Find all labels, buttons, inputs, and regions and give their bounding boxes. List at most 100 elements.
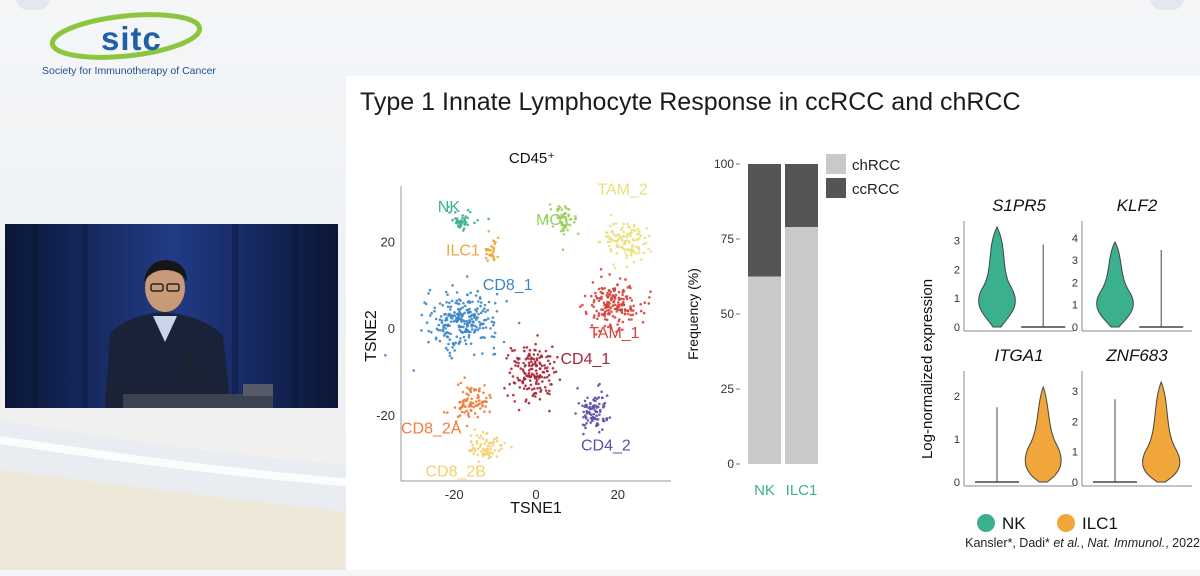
bar-legend: chRCC ccRCC xyxy=(826,154,901,198)
violin-y-tick: 2 xyxy=(954,391,960,403)
bar-x-tick-ilc1: ILC1 xyxy=(786,482,818,499)
cluster-label-tam-1: TAM_1 xyxy=(589,325,639,342)
violin-y-tick: 0 xyxy=(954,477,960,489)
bar-nk-ccrcc xyxy=(748,164,781,277)
window-control-right[interactable] xyxy=(1150,0,1184,10)
legend-label-ccrcc: ccRCC xyxy=(852,181,900,198)
violin-panels: S1PR5 0 1 2 3 KLF2 0 1 2 3 4 ITGA1 0 1 2 ZNF683 0 1 2 3 xyxy=(954,196,1192,489)
tsne-points xyxy=(384,203,653,464)
tsne-y-label: TSNE2 xyxy=(363,310,380,362)
gene-title-znf683: ZNF683 xyxy=(1105,346,1168,365)
violin-panel-znf683: ZNF683 0 1 2 3 xyxy=(1072,346,1192,489)
tsne-x-label: TSNE1 xyxy=(510,500,562,517)
sitc-logo: sitc Society for Immunotherapy of Cancer xyxy=(38,8,228,78)
tsne-x-tick: 0 xyxy=(532,487,539,502)
violin-plots: Log-normalized expression S1PR5 0 1 2 3 KLF2 0… xyxy=(919,196,1192,533)
logo-wordmark: sitc xyxy=(101,20,162,57)
violin-legend: NK ILC1 xyxy=(977,514,1118,533)
bar-y-tick: 0 xyxy=(727,457,734,471)
tsne-x-tick: -20 xyxy=(445,487,464,502)
cluster-tam-1 xyxy=(579,268,652,336)
violin-y-tick: 2 xyxy=(954,264,960,276)
gene-title-klf2: KLF2 xyxy=(1117,196,1158,215)
citation-year: , 2022 xyxy=(1165,536,1200,550)
legend-swatch-ccrcc xyxy=(826,178,846,198)
violin-panel-klf2: KLF2 0 1 2 3 4 xyxy=(1072,196,1192,334)
cluster-cd4-1 xyxy=(503,334,562,413)
cluster-label-mo: MO xyxy=(536,212,562,229)
bar-y-tick: 75 xyxy=(721,232,735,246)
violin-y-tick: 3 xyxy=(1072,255,1078,267)
violin-y-tick: 4 xyxy=(1072,233,1078,245)
violin-panel-itga1: ITGA1 0 1 2 xyxy=(954,346,1074,489)
bar-y-ticks: 0 25 50 75 100 xyxy=(714,157,740,471)
tsne-x-ticks: -20 0 20 xyxy=(445,487,625,502)
bar-ilc1-chrcc xyxy=(785,227,818,464)
gene-title-itga1: ITGA1 xyxy=(994,346,1043,365)
bar-ilc1-ccrcc xyxy=(785,164,818,227)
tsne-title: CD45⁺ xyxy=(509,150,555,167)
cluster-cd8-2a xyxy=(442,376,492,428)
violin-klf2-nk xyxy=(1096,240,1134,328)
citation-journal: Nat. Immunol. xyxy=(1087,536,1166,550)
bar-y-tick: 100 xyxy=(714,157,734,171)
cluster-label-cd8-2b: CD8_2B xyxy=(426,464,486,481)
cluster-label-cd8-2a: CD8_2A xyxy=(401,420,462,437)
bar-nk-chrcc xyxy=(748,276,781,464)
logo-subtitle: Society for Immunotherapy of Cancer xyxy=(42,65,216,77)
violin-y-tick: 1 xyxy=(1072,447,1078,459)
legend-label-chrcc: chRCC xyxy=(852,157,901,174)
tsne-y-ticks: 20 0 -20 xyxy=(376,234,395,423)
legend-dot-ilc1 xyxy=(1057,514,1075,532)
violin-y-tick: 2 xyxy=(1072,416,1078,428)
legend-dot-nk xyxy=(977,514,995,532)
cluster-cd8-1 xyxy=(384,275,521,372)
violin-y-tick: 0 xyxy=(1072,477,1078,489)
speaker-scene xyxy=(5,224,338,408)
bar-y-label: Frequency (%) xyxy=(685,268,701,360)
violin-itga1-ilc1 xyxy=(1024,385,1062,483)
cluster-label-ilc1: ILC1 xyxy=(446,242,480,259)
violin-s1pr5-nk xyxy=(978,225,1016,328)
gene-title-s1pr5: S1PR5 xyxy=(992,196,1046,215)
violin-y-tick: 1 xyxy=(1072,300,1078,312)
cluster-cd8-2b xyxy=(468,428,513,464)
speaker-video xyxy=(5,224,338,408)
citation-authors: Kansler*, Dadi* xyxy=(965,536,1054,550)
slide-title: Type 1 Innate Lymphocyte Response in ccR… xyxy=(360,88,1021,116)
bar-x-ticks: NK ILC1 xyxy=(754,482,817,499)
bar-rects xyxy=(748,164,818,464)
violin-y-tick: 0 xyxy=(1072,322,1078,334)
legend-label-ilc1: ILC1 xyxy=(1082,514,1118,533)
cluster-label-tam-2: TAM_2 xyxy=(597,182,647,199)
tsne-y-tick: -20 xyxy=(376,408,395,423)
bar-x-tick-nk: NK xyxy=(754,482,775,499)
bar-y-tick: 50 xyxy=(721,307,735,321)
bar-y-tick: 25 xyxy=(721,382,735,396)
violin-y-tick: 3 xyxy=(1072,386,1078,398)
cluster-tam-2 xyxy=(597,213,653,282)
tsne-plot: CD45⁺ NK ILC1 CD8_1 MO TAM_2 TAM_1 CD4_1 CD4_2 C… xyxy=(363,150,671,517)
frequency-bar-chart: Frequency (%) 0 25 50 75 100 NK ILC1 chRCC ccR… xyxy=(685,154,901,499)
citation-etal: et al. xyxy=(1053,536,1081,550)
tsne-y-tick: 0 xyxy=(388,321,395,336)
legend-label-nk: NK xyxy=(1002,514,1026,533)
violin-y-label: Log-normalized expression xyxy=(919,279,936,459)
cluster-ilc1 xyxy=(484,230,500,262)
cluster-label-cd4-1: CD4_1 xyxy=(561,351,611,368)
cluster-label-nk: NK xyxy=(438,199,461,216)
citation-sep: , xyxy=(1080,536,1088,550)
tsne-x-tick: 20 xyxy=(611,487,625,502)
cluster-nk xyxy=(447,205,490,232)
presentation-slide: Type 1 Innate Lymphocyte Response in ccR… xyxy=(346,76,1200,570)
violin-panel-s1pr5: S1PR5 0 1 2 3 xyxy=(954,196,1074,334)
tsne-y-tick: 20 xyxy=(381,234,395,249)
violin-y-tick: 1 xyxy=(954,293,960,305)
logo-swoosh-icon xyxy=(49,12,203,60)
violin-y-tick: 0 xyxy=(954,322,960,334)
cluster-cd4-2 xyxy=(574,382,612,436)
window-control-left[interactable] xyxy=(16,0,50,10)
tsne-cluster-labels: NK ILC1 CD8_1 MO TAM_2 TAM_1 CD4_1 CD4_2 CD8_2A C… xyxy=(401,182,648,481)
citation: Kansler*, Dadi* et al., Nat. Immunol., 2… xyxy=(965,536,1200,550)
cluster-mo xyxy=(544,203,580,251)
